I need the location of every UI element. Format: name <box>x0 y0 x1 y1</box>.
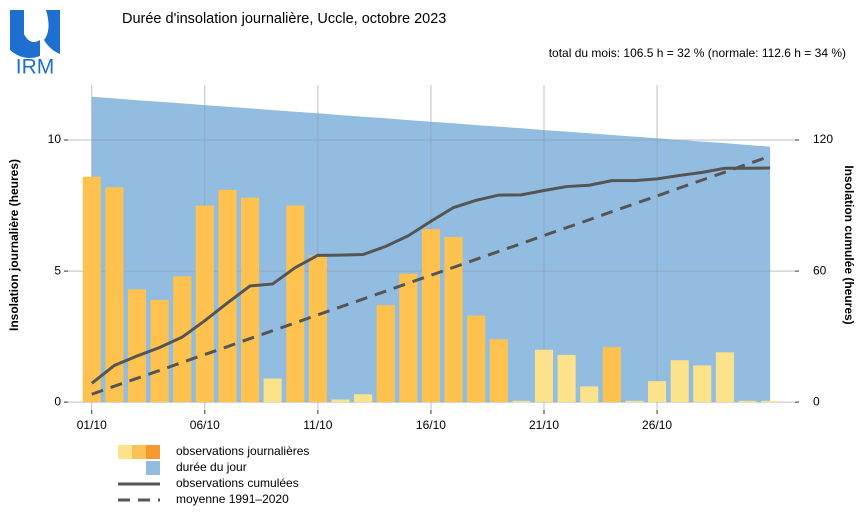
bar <box>308 255 327 403</box>
bar <box>127 289 147 403</box>
bar <box>240 197 260 403</box>
x-tick-label: 06/10 <box>190 418 220 432</box>
logo-text: IRM <box>16 56 55 79</box>
y-tick-label: 0 <box>54 394 61 408</box>
y-tick-label: 5 <box>54 263 61 277</box>
x-tick-label: 11/10 <box>303 418 332 432</box>
bar <box>218 189 237 403</box>
bar <box>670 360 689 403</box>
bar <box>444 237 463 403</box>
bar <box>580 386 599 403</box>
legend-swatch <box>146 461 160 475</box>
bar <box>761 400 780 403</box>
bar <box>693 365 712 403</box>
logo-shape <box>10 10 40 58</box>
bar <box>399 273 418 403</box>
y2-tick-label: 60 <box>813 263 827 277</box>
bar <box>602 347 621 403</box>
line <box>90 166 771 385</box>
bar <box>105 187 124 403</box>
bar <box>557 354 576 403</box>
x-tick-label: 21/10 <box>529 418 559 432</box>
x-tick-label: 26/10 <box>642 418 672 432</box>
legend-label: moyenne 1991–2020 <box>176 492 289 506</box>
bar <box>331 399 350 403</box>
x-tick-label: 16/10 <box>416 418 446 432</box>
bar <box>534 349 554 403</box>
bar <box>150 299 169 403</box>
legend-label: observations journalières <box>176 444 309 458</box>
x-tick-label: 01/10 <box>77 418 107 432</box>
legend-label: durée du jour <box>176 460 247 474</box>
bar <box>173 276 192 403</box>
legend-swatch <box>118 445 132 459</box>
bar <box>489 339 508 403</box>
bar <box>195 205 214 403</box>
bar <box>738 400 757 403</box>
bar <box>286 205 305 403</box>
legend-swatch <box>132 445 146 459</box>
y2-tick-label: 120 <box>813 132 833 146</box>
bar <box>512 400 531 403</box>
bar <box>625 400 644 403</box>
logo-shape <box>44 10 60 54</box>
bar <box>715 352 734 403</box>
y2-axis-label: Insolation cumulée (heures) <box>842 165 856 324</box>
bar <box>82 176 101 403</box>
legend-label: observations cumulées <box>176 476 299 490</box>
legend-swatch <box>146 445 160 459</box>
bar <box>354 394 373 403</box>
y-tick-label: 10 <box>48 132 62 146</box>
bar <box>648 381 667 403</box>
chart-title: Durée d'insolation journalière, Uccle, o… <box>122 11 446 27</box>
chart-subtitle: total du mois: 106.5 h = 32 % (normale: … <box>549 46 846 60</box>
y2-tick-label: 0 <box>813 394 820 408</box>
bar <box>263 378 282 403</box>
bar <box>467 315 486 403</box>
bar <box>421 229 440 403</box>
logo: IRM <box>10 10 60 79</box>
bar <box>376 305 395 403</box>
y-axis-label: Insolation journalière (heures) <box>7 159 21 331</box>
